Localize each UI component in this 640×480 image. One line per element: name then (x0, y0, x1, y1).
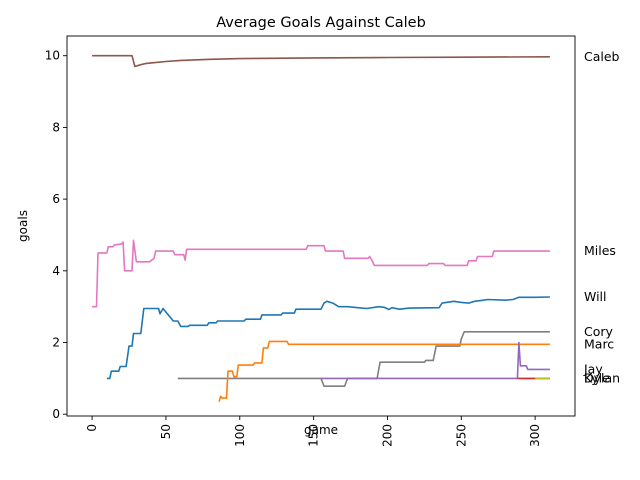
series-line-cory (177, 331, 550, 387)
y-tick-label: 4 (52, 264, 60, 278)
y-axis: 0 2 4 6 8 10 (45, 49, 67, 421)
plot-frame (66, 35, 576, 417)
series-label-marc: Marc (584, 336, 614, 351)
y-tick-label: 0 (52, 407, 60, 421)
series-line-marc (218, 340, 550, 402)
series-label-will: Will (584, 289, 607, 304)
x-tick-label: 100 (233, 424, 247, 447)
series-line-miles (92, 239, 550, 308)
x-tick-label: 200 (380, 424, 394, 447)
x-tick-label: 300 (528, 424, 542, 447)
series-line-will (106, 296, 550, 380)
series-label-cory: Cory (584, 324, 614, 339)
series-label-caleb: Caleb (584, 49, 620, 64)
x-tick-label: 150 (307, 424, 321, 447)
series-line-caleb (92, 54, 550, 68)
series-label-miles: Miles (584, 243, 616, 258)
series-group (92, 54, 550, 402)
series-label-kyle: Kyle (584, 370, 610, 385)
x-axis: 0 50 100 150 200 250 300 (85, 416, 542, 447)
x-tick-label: 0 (85, 424, 99, 432)
x-tick-label: 250 (454, 424, 468, 447)
y-axis-title: goals (16, 210, 30, 242)
series-label-jay: Jay (583, 361, 603, 376)
y-tick-label: 8 (52, 120, 60, 134)
x-axis-title: game (304, 423, 338, 437)
chart-title: Average Goals Against Caleb (216, 15, 426, 31)
y-tick-label: 2 (52, 336, 60, 350)
series-label-dylan: Dylan (584, 370, 620, 385)
x-tick-label: 50 (159, 424, 173, 439)
y-tick-label: 6 (52, 192, 60, 206)
y-tick-label: 10 (45, 49, 60, 63)
